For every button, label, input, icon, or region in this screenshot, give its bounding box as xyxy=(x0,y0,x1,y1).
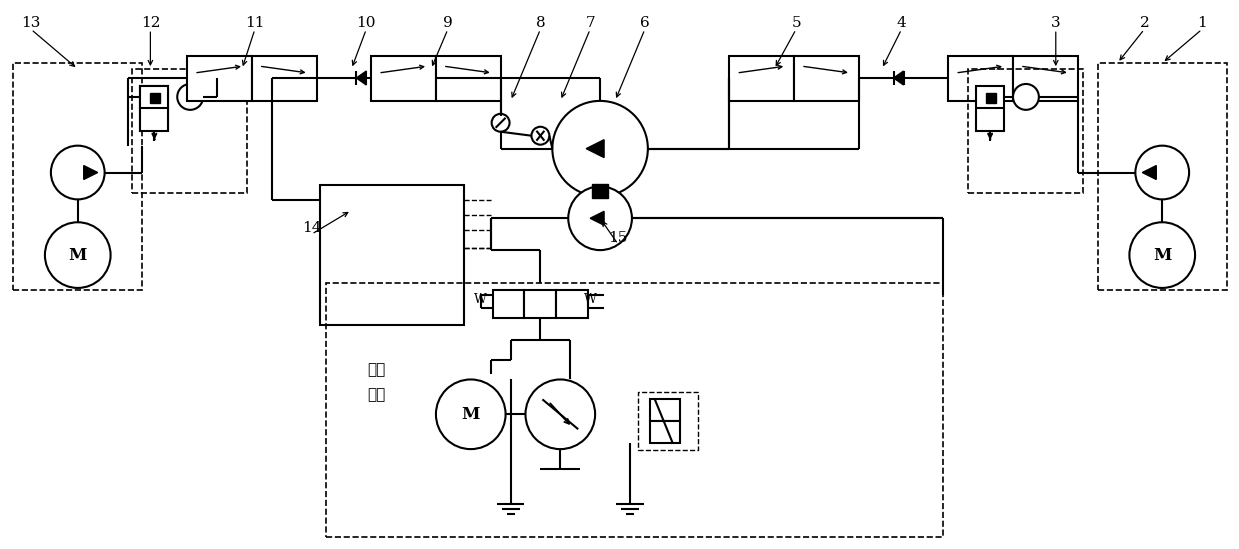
Polygon shape xyxy=(893,71,903,85)
Text: 15: 15 xyxy=(608,231,628,245)
Text: 2: 2 xyxy=(1140,16,1150,30)
Bar xyxy=(140,86,169,131)
Bar xyxy=(252,56,316,101)
Bar xyxy=(187,56,252,101)
Bar xyxy=(556,290,589,318)
Circle shape xyxy=(553,101,648,197)
Bar xyxy=(372,56,436,101)
Polygon shape xyxy=(84,166,98,180)
Text: 9: 9 xyxy=(444,16,452,30)
Text: 11: 11 xyxy=(245,16,265,30)
Bar xyxy=(327,283,943,537)
Text: 调速: 调速 xyxy=(367,362,385,377)
Text: 6: 6 xyxy=(641,16,649,30)
Polygon shape xyxy=(1142,166,1156,180)
Polygon shape xyxy=(150,93,160,103)
Bar xyxy=(649,399,680,421)
Text: 3: 3 xyxy=(1051,16,1061,30)
Circle shape xyxy=(1135,145,1189,199)
Circle shape xyxy=(492,114,509,132)
Bar xyxy=(1014,56,1078,101)
Bar xyxy=(968,69,1083,193)
Circle shape xyxy=(51,145,104,199)
Circle shape xyxy=(436,379,506,449)
Bar xyxy=(948,56,1014,101)
Text: W: W xyxy=(475,293,487,306)
Text: 5: 5 xyxy=(792,16,800,30)
Bar xyxy=(14,63,142,290)
Circle shape xyxy=(1130,222,1196,288)
Text: 14: 14 xyxy=(302,221,321,235)
Bar xyxy=(140,108,169,130)
Text: 13: 13 xyxy=(21,16,41,30)
Circle shape xyxy=(569,187,632,250)
Bar xyxy=(638,393,698,450)
Polygon shape xyxy=(590,211,605,225)
Circle shape xyxy=(525,379,595,449)
Bar xyxy=(493,290,524,318)
Text: 12: 12 xyxy=(141,16,160,30)
Circle shape xyxy=(45,222,110,288)
Text: M: M xyxy=(68,247,87,264)
Bar xyxy=(133,69,247,193)
Bar xyxy=(524,290,556,318)
Text: 1: 1 xyxy=(1197,16,1207,30)
Text: W: W xyxy=(584,293,597,306)
Circle shape xyxy=(1014,84,1038,110)
Text: 10: 10 xyxy=(357,16,377,30)
Polygon shape xyxy=(357,71,367,85)
Circle shape xyxy=(177,84,203,110)
Polygon shape xyxy=(586,139,605,158)
Bar xyxy=(320,186,463,325)
Text: M: M xyxy=(1154,247,1171,264)
Text: 8: 8 xyxy=(535,16,545,30)
Bar xyxy=(140,86,169,108)
Bar xyxy=(649,421,680,443)
Text: 回路: 回路 xyxy=(367,387,385,402)
Bar xyxy=(1098,63,1227,290)
Bar xyxy=(794,56,859,101)
Circle shape xyxy=(532,127,549,144)
Text: 4: 4 xyxy=(897,16,907,30)
Text: 7: 7 xyxy=(585,16,595,30)
Bar xyxy=(976,86,1004,131)
Text: M: M xyxy=(462,406,479,423)
Bar xyxy=(436,56,501,101)
Bar xyxy=(730,56,794,101)
Polygon shape xyxy=(592,184,608,198)
Polygon shape xyxy=(986,93,996,103)
